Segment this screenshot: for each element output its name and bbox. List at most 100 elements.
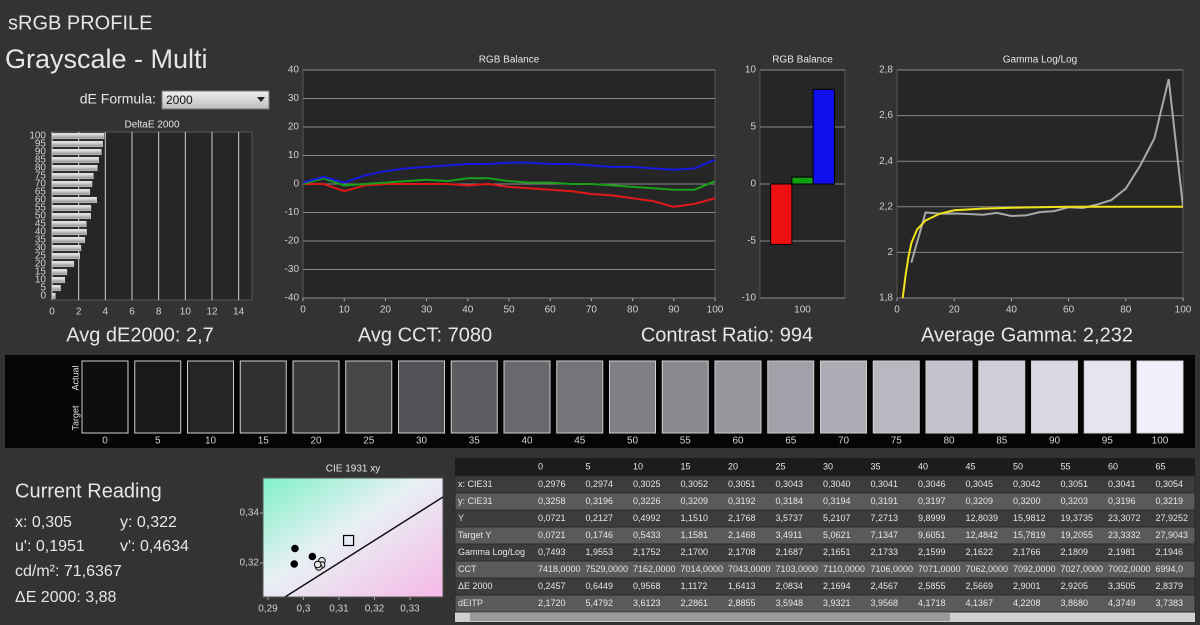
table-cell: 9,6051 bbox=[918, 530, 946, 540]
table-cell: 2,1720 bbox=[538, 598, 566, 608]
y-category-label: 25 bbox=[35, 251, 47, 262]
table-cell: 0,9568 bbox=[633, 581, 661, 591]
swatch-row-label: Target bbox=[70, 405, 80, 431]
swatch-label: 20 bbox=[310, 436, 322, 447]
swatch-label: 25 bbox=[363, 436, 375, 447]
table-cell: 0,5433 bbox=[633, 530, 661, 540]
scrollbar-thumb[interactable] bbox=[470, 613, 950, 621]
data-line bbox=[303, 158, 715, 184]
bar bbox=[52, 140, 103, 148]
y-tick-label: 5 bbox=[750, 122, 756, 133]
bar bbox=[52, 172, 94, 180]
y-tick-label: 30 bbox=[288, 93, 300, 104]
measured-point bbox=[291, 544, 299, 553]
table-cell: 3,5948 bbox=[776, 598, 804, 608]
x-tick-label: 50 bbox=[503, 305, 515, 316]
x-tick-label: 20 bbox=[380, 305, 392, 316]
swatch bbox=[820, 360, 867, 434]
bar bbox=[770, 183, 793, 245]
table-cell: 12,8039 bbox=[966, 513, 999, 523]
table-cell: 15,7819 bbox=[1013, 530, 1046, 540]
table-cell: 2,1708 bbox=[728, 547, 756, 557]
table-cell: 2,1733 bbox=[871, 547, 899, 557]
profile-label: sRGB PROFILE bbox=[8, 12, 152, 34]
table-cell: 0,1746 bbox=[586, 530, 614, 540]
table-cell: 2,1468 bbox=[728, 530, 756, 540]
bar bbox=[52, 148, 102, 156]
table-cell: 1,1581 bbox=[681, 530, 709, 540]
table-cell: 0,3025 bbox=[633, 479, 661, 489]
reading-item: v': 0,4634 bbox=[120, 538, 189, 555]
column-header: 40 bbox=[918, 461, 928, 471]
bar bbox=[812, 88, 835, 185]
chart: RGB Balance Avg CCT: 7080 0 10 20 30 40 50 60 70 8… bbox=[285, 55, 724, 347]
table-cell: 7014,0000 bbox=[681, 564, 724, 574]
formula-dropdown[interactable]: 2000 bbox=[161, 90, 270, 110]
table-cell: 3,8680 bbox=[1061, 598, 1089, 608]
y-category-label: 65 bbox=[35, 187, 47, 198]
column-header: 10 bbox=[633, 461, 643, 471]
table-cell: 0,2976 bbox=[538, 479, 566, 489]
column-header: 50 bbox=[1013, 461, 1023, 471]
table-cell: 2,8379 bbox=[1156, 581, 1184, 591]
y-tick-label: 1,8 bbox=[879, 293, 893, 304]
table-cell: 7,2713 bbox=[871, 513, 899, 523]
row-label: CCT bbox=[458, 564, 477, 574]
x-tick-label: 30 bbox=[421, 305, 433, 316]
table-cell: 1,1510 bbox=[681, 513, 709, 523]
table-cell: 0,0721 bbox=[538, 513, 566, 523]
x-tick-label: 0,33 bbox=[400, 604, 420, 615]
table-cell: 0,3192 bbox=[728, 496, 756, 506]
table-cell: 15,9812 bbox=[1013, 513, 1046, 523]
column-header: 25 bbox=[776, 461, 786, 471]
y-category-label: 55 bbox=[35, 203, 47, 214]
x-tick-label: 20 bbox=[949, 305, 961, 316]
y-tick-label: 0 bbox=[750, 179, 756, 190]
swatch bbox=[714, 360, 762, 434]
y-category-label: 20 bbox=[35, 259, 47, 270]
dropdown-value[interactable]: 2000 bbox=[166, 93, 193, 107]
table-cell: 9,8999 bbox=[918, 513, 946, 523]
row-label: y: CIE31 bbox=[458, 496, 493, 506]
y-category-label: 80 bbox=[35, 163, 47, 174]
column-header: 30 bbox=[823, 461, 833, 471]
chart-title: RGB Balance bbox=[479, 55, 540, 66]
table-cell: 2,1651 bbox=[823, 547, 851, 557]
table-cell: 2,4567 bbox=[871, 581, 899, 591]
swatch bbox=[81, 360, 129, 434]
formula-label: dE Formula: bbox=[80, 91, 156, 107]
target-point bbox=[342, 534, 355, 547]
reading-item: y: 0,322 bbox=[120, 514, 177, 531]
x-tick-label: 60 bbox=[1063, 305, 1075, 316]
reading-item: cd/m²: 71,6367 bbox=[15, 563, 122, 580]
table-cell: 7062,0000 bbox=[966, 564, 1009, 574]
x-tick-label: 0,32 bbox=[365, 604, 385, 615]
bar bbox=[52, 276, 66, 284]
swatch-label: 65 bbox=[785, 436, 797, 447]
table-cell: 7103,0000 bbox=[776, 564, 819, 574]
x-tick-label: 14 bbox=[233, 307, 245, 318]
table-cell: 1,1172 bbox=[681, 581, 708, 591]
table-cell: 2,8855 bbox=[728, 598, 756, 608]
table-cell: 0,3054 bbox=[1156, 479, 1184, 489]
chart-title: Gamma Log/Log bbox=[1003, 55, 1078, 66]
bar bbox=[52, 212, 91, 220]
reading-item: ΔE 2000: 3,88 bbox=[15, 589, 117, 606]
swatch-label: 100 bbox=[1152, 436, 1169, 447]
x-tick-label: 2 bbox=[76, 307, 82, 318]
table-cell: 7002,0000 bbox=[1108, 564, 1151, 574]
swatch bbox=[925, 360, 973, 434]
chart-title: RGB Balance bbox=[772, 55, 833, 66]
table-cell: 7,1347 bbox=[871, 530, 899, 540]
table-cell: 0,3258 bbox=[538, 496, 566, 506]
swatch-label: 85 bbox=[996, 436, 1008, 447]
row-label: dEITP bbox=[458, 598, 483, 608]
dropdown-box[interactable] bbox=[161, 90, 270, 110]
chart-summary: Contrast Ratio: 994 bbox=[641, 324, 813, 346]
dropdown-arrow[interactable] bbox=[257, 97, 265, 102]
swatch bbox=[503, 360, 551, 434]
table-cell: 23,3072 bbox=[1108, 513, 1141, 523]
table-cell: 0,3052 bbox=[681, 479, 709, 489]
swatch-label: 30 bbox=[416, 436, 428, 447]
swatch bbox=[1083, 360, 1131, 434]
